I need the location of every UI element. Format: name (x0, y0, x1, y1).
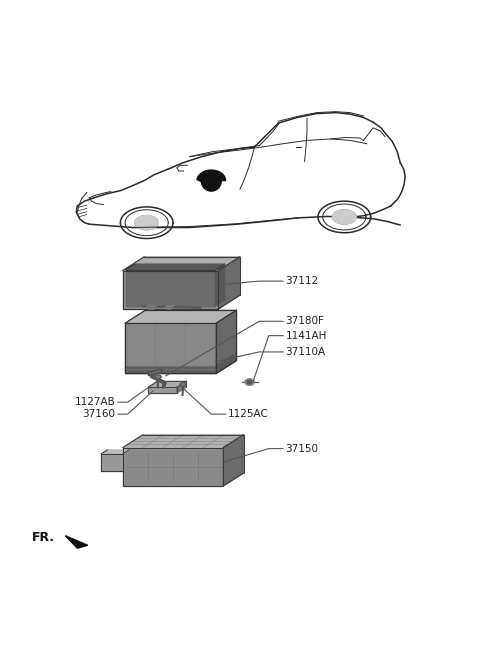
Polygon shape (147, 305, 155, 310)
Text: 37112: 37112 (286, 276, 319, 286)
Polygon shape (123, 447, 223, 486)
Text: 1141AH: 1141AH (286, 331, 327, 340)
Polygon shape (148, 387, 177, 393)
Polygon shape (148, 381, 186, 387)
Polygon shape (164, 306, 174, 309)
Polygon shape (123, 270, 218, 309)
Text: 1125AC: 1125AC (228, 409, 269, 419)
Polygon shape (123, 256, 240, 270)
Polygon shape (123, 435, 243, 447)
Polygon shape (247, 380, 252, 384)
Polygon shape (216, 264, 225, 306)
Polygon shape (125, 310, 237, 323)
Polygon shape (65, 536, 88, 548)
Polygon shape (135, 216, 158, 230)
Text: 37180F: 37180F (286, 316, 324, 326)
Polygon shape (101, 450, 129, 454)
Polygon shape (216, 310, 237, 373)
Text: 37160: 37160 (83, 409, 116, 419)
Polygon shape (101, 454, 123, 470)
Polygon shape (126, 264, 225, 270)
Polygon shape (156, 375, 161, 379)
Polygon shape (126, 270, 216, 306)
Polygon shape (148, 369, 162, 375)
Polygon shape (223, 435, 243, 486)
Polygon shape (145, 306, 157, 309)
Text: 1127AB: 1127AB (75, 397, 116, 407)
Text: 37110A: 37110A (286, 347, 325, 357)
Polygon shape (218, 256, 240, 309)
Polygon shape (180, 382, 186, 386)
Polygon shape (216, 353, 237, 373)
Polygon shape (245, 379, 254, 386)
Polygon shape (177, 381, 186, 393)
Polygon shape (166, 306, 172, 309)
Polygon shape (125, 323, 216, 373)
Polygon shape (125, 366, 216, 373)
Text: 37150: 37150 (286, 443, 318, 453)
Polygon shape (333, 210, 356, 224)
Text: FR.: FR. (32, 531, 55, 544)
Polygon shape (197, 170, 226, 191)
